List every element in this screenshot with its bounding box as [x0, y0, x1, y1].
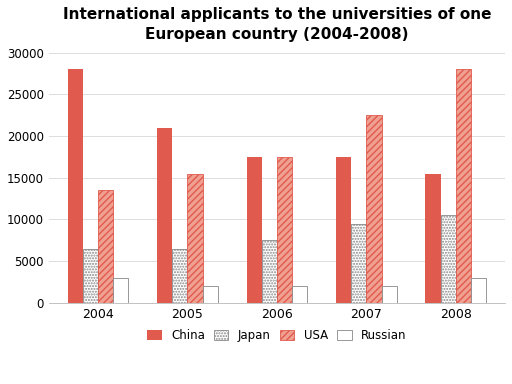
Bar [381, 286, 397, 303]
Bar [246, 157, 262, 303]
Legend: China, Japan, USA, Russian: China, Japan, USA, Russian [147, 329, 407, 342]
Bar [441, 215, 456, 303]
Bar [113, 278, 129, 303]
Bar [157, 128, 172, 303]
Bar [98, 190, 113, 303]
Bar [83, 249, 98, 303]
Title: International applicants to the universities of one
European country (2004-2008): International applicants to the universi… [62, 7, 491, 42]
Bar [203, 286, 218, 303]
Bar [336, 157, 351, 303]
Bar [292, 286, 307, 303]
Bar [425, 174, 441, 303]
Bar [172, 249, 187, 303]
Bar [187, 174, 203, 303]
Bar [277, 157, 292, 303]
Bar [456, 70, 471, 303]
Bar [68, 70, 83, 303]
Bar [262, 240, 277, 303]
Bar [471, 278, 486, 303]
Bar [351, 223, 367, 303]
Bar [367, 115, 381, 303]
